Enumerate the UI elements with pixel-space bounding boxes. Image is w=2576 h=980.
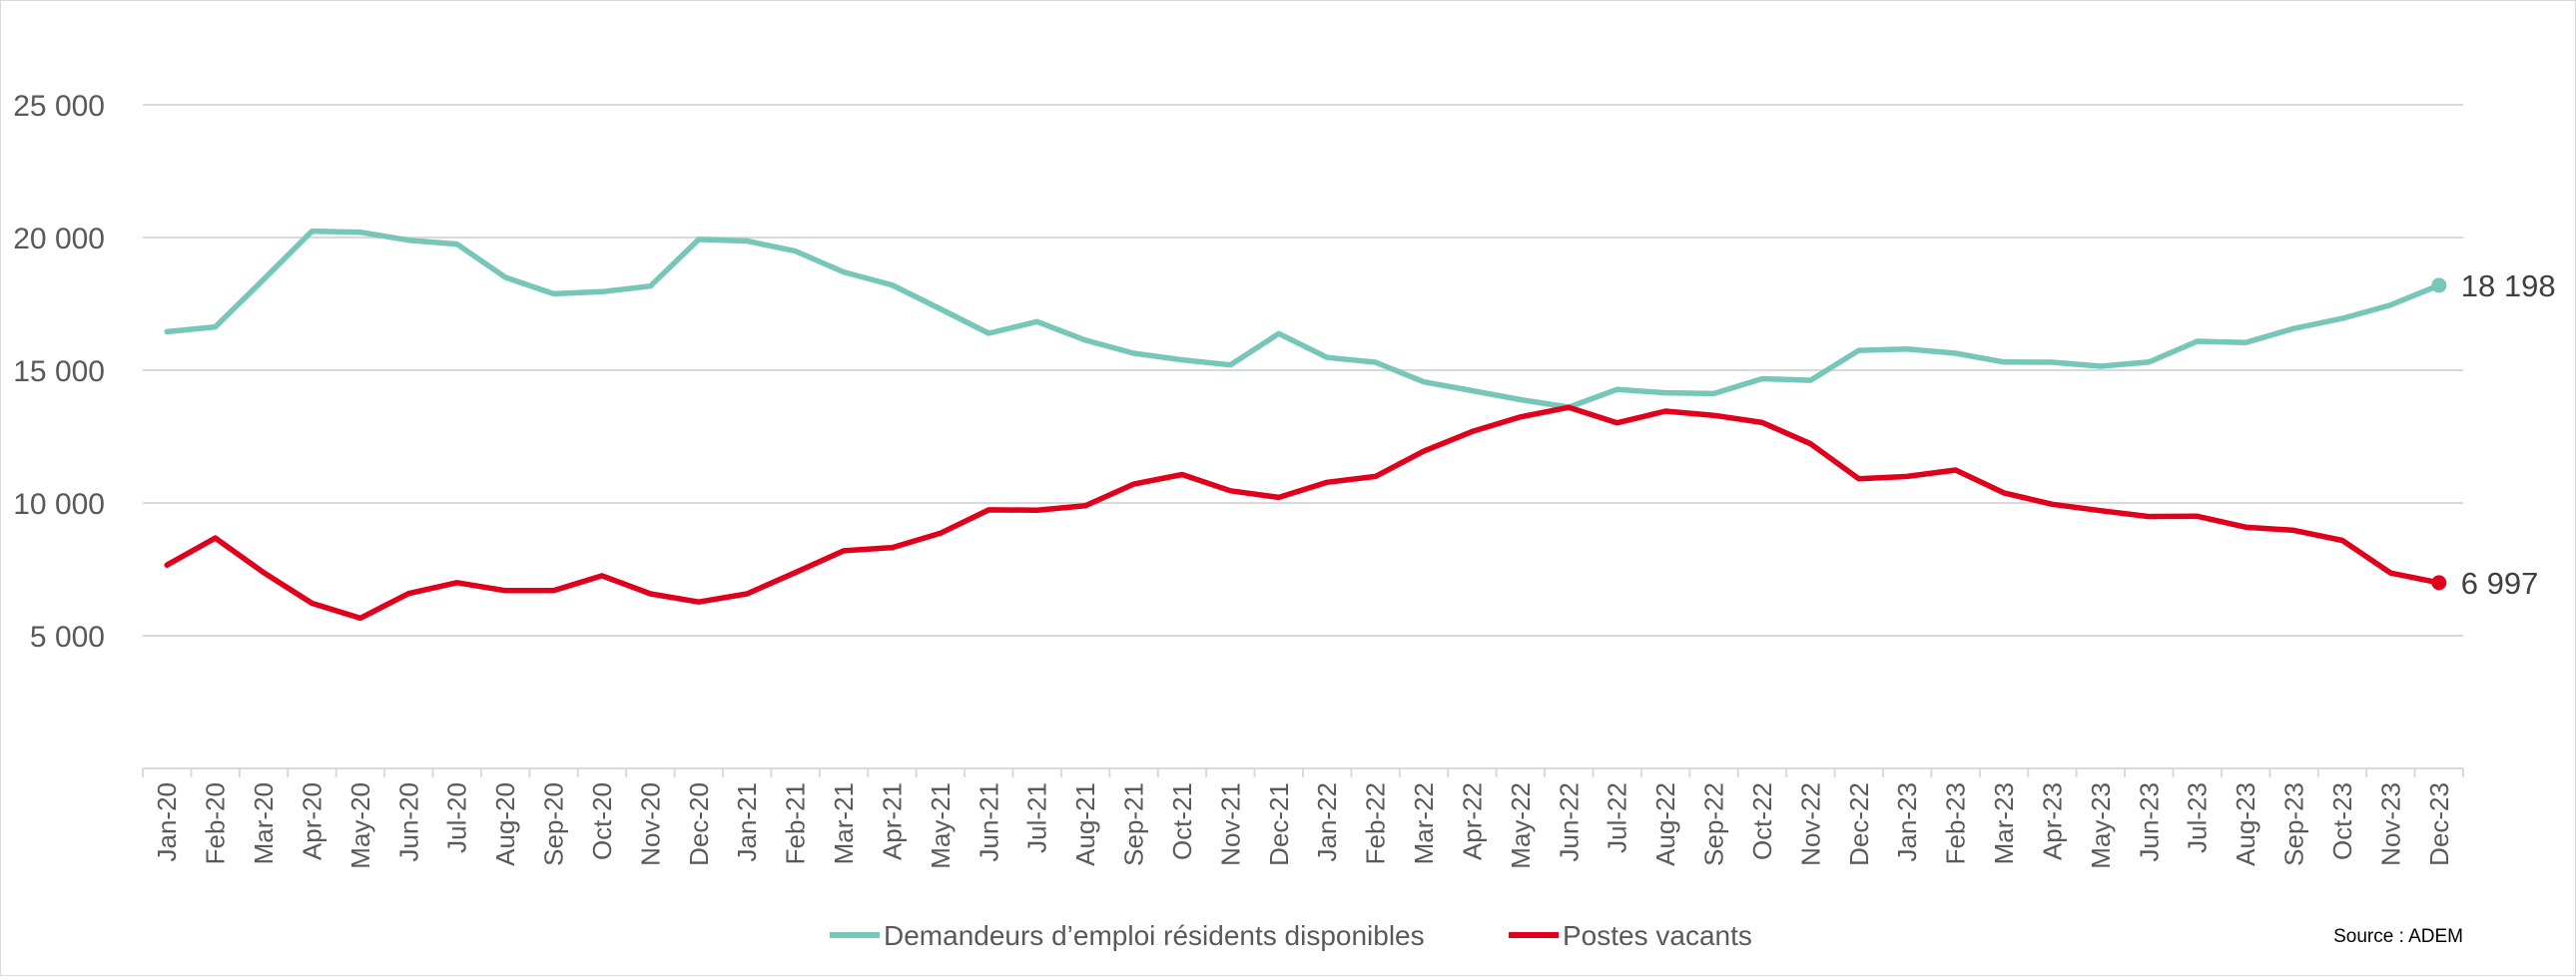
series-line: [164, 228, 2442, 410]
x-tick-label: Oct-21: [1167, 782, 1197, 860]
x-tick-label: Sep-21: [1119, 782, 1149, 866]
x-tick-label: Feb-23: [1941, 782, 1971, 864]
x-tick-label: Nov-20: [635, 782, 665, 866]
y-tick-label: 20 000: [13, 223, 105, 255]
x-tick-label: Aug-21: [1070, 782, 1100, 866]
x-tick-label: Oct-20: [587, 782, 617, 860]
end-value-label: 6 997: [2461, 566, 2539, 601]
x-tick-label: Aug-22: [1650, 782, 1680, 866]
x-tick-label: May-22: [1506, 782, 1536, 869]
x-tick-label: Mar-23: [1989, 782, 2019, 864]
legend-label: Demandeurs d’emploi résidents disponible…: [884, 920, 1425, 951]
x-tick-label: Jan-22: [1312, 782, 1342, 862]
x-tick-label: Feb-22: [1361, 782, 1391, 864]
y-tick-label: 5 000: [30, 621, 105, 654]
series-layer: [164, 228, 2447, 622]
end-labels: 18 198 6 997: [2461, 268, 2556, 601]
x-tick-label: Jun-22: [1554, 782, 1584, 862]
x-tick-label: Nov-21: [1215, 782, 1245, 866]
x-axis: Jan-20 Feb-20 Mar-20 Apr-20 May-20 Jun-20 Jul-…: [142, 767, 2464, 869]
x-tick-label: Jun-21: [973, 782, 1003, 862]
x-tick-label: Feb-20: [201, 782, 231, 864]
x-tick-label: Aug-23: [2231, 782, 2260, 866]
end-marker: [2431, 575, 2447, 591]
y-tick-label: 25 000: [13, 90, 105, 123]
x-tick-label: Nov-23: [2375, 782, 2405, 866]
x-tick-label: May-21: [926, 782, 956, 869]
x-tick-label: Apr-22: [1457, 782, 1487, 860]
end-value-label: 18 198: [2461, 268, 2556, 303]
x-tick-label: Oct-23: [2327, 782, 2357, 860]
x-tick-label: Sep-20: [539, 782, 569, 866]
x-tick-label: Apr-21: [877, 782, 907, 860]
x-tick-label: Dec-20: [684, 782, 714, 866]
end-marker: [2431, 277, 2447, 293]
x-tick-label: May-20: [345, 782, 375, 869]
x-tick-label: Aug-20: [490, 782, 520, 866]
x-tick-label: Mar-21: [829, 782, 859, 864]
x-tick-label: Feb-21: [781, 782, 811, 864]
x-tick-label: Jan-23: [1892, 782, 1922, 862]
y-tick-label: 10 000: [13, 488, 105, 521]
x-tick-label: Nov-22: [1795, 782, 1825, 866]
x-tick-label: Oct-22: [1747, 782, 1777, 860]
x-tick-label: Dec-21: [1264, 782, 1294, 866]
x-tick-label: Sep-22: [1699, 782, 1729, 866]
x-tick-label: Jul-23: [2183, 782, 2213, 853]
x-tick-label: Jul-21: [1022, 782, 1052, 853]
x-tick-label: Apr-23: [2037, 782, 2067, 860]
legend-label: Postes vacants: [1563, 920, 1752, 951]
source-note: Source : ADEM: [2333, 926, 2463, 947]
x-tick-label: Jun-20: [393, 782, 423, 862]
y-tick-label: 15 000: [13, 355, 105, 388]
x-tick-label: Dec-23: [2424, 782, 2454, 866]
y-axis: 5 000 10 000 15 000 20 000 25 000: [13, 90, 105, 654]
gridlines: [143, 104, 2463, 637]
x-tick-label: Mar-20: [249, 782, 279, 864]
x-tick-label: Jul-22: [1603, 782, 1632, 853]
x-tick-label: Mar-22: [1409, 782, 1439, 864]
legend: Demandeurs d’emploi résidents disponible…: [830, 920, 1752, 951]
x-tick-label: Jan-21: [732, 782, 762, 862]
x-tick-label: Sep-23: [2279, 782, 2309, 866]
x-tick-label: Apr-20: [297, 782, 326, 860]
x-tick-label: May-23: [2086, 782, 2116, 869]
x-tick-label: Jan-20: [152, 782, 182, 862]
x-tick-label: Jul-20: [442, 782, 472, 853]
x-tick-label: Jun-23: [2134, 782, 2164, 862]
x-tick-label: Dec-22: [1844, 782, 1874, 866]
series-line: [164, 404, 2442, 622]
